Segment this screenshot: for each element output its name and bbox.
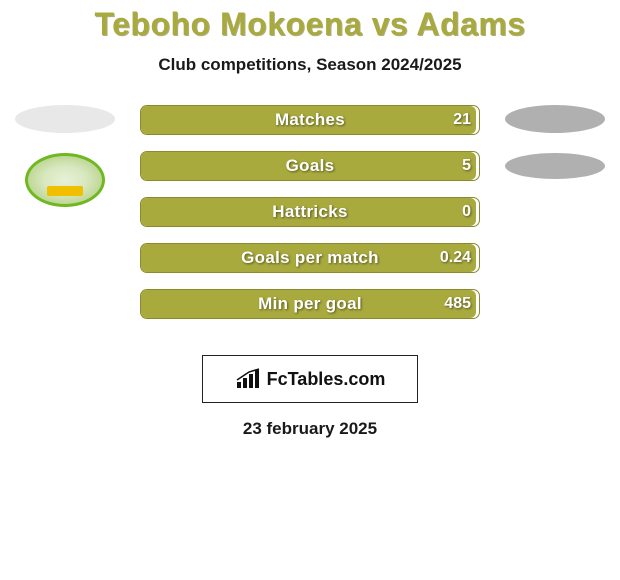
- stat-label: Min per goal: [141, 290, 479, 318]
- stat-row-min-per-goal: Min per goal 485: [140, 289, 480, 319]
- branding-link[interactable]: FcTables.com: [202, 355, 418, 403]
- subtitle: Club competitions, Season 2024/2025: [0, 55, 620, 75]
- player-right-column: [500, 105, 610, 179]
- bar-chart-icon: [235, 368, 261, 390]
- club-right-badge: [505, 153, 605, 179]
- page-title: Teboho Mokoena vs Adams: [0, 6, 620, 43]
- player-right-avatar: [505, 105, 605, 133]
- stat-row-goals-per-match: Goals per match 0.24: [140, 243, 480, 273]
- player-left-column: [10, 105, 120, 207]
- stat-label: Matches: [141, 106, 479, 134]
- stat-label: Goals per match: [141, 244, 479, 272]
- stat-row-matches: Matches 21: [140, 105, 480, 135]
- stat-left-value: 485: [444, 290, 471, 318]
- branding-row: FcTables.com: [0, 355, 620, 403]
- stat-left-value: 0: [462, 198, 471, 226]
- stat-bars: Matches 21 Goals 5 Hattricks 0 Goals per…: [140, 105, 480, 335]
- player-left-avatar: [15, 105, 115, 133]
- date-label: 23 february 2025: [0, 419, 620, 439]
- club-left-badge: [25, 153, 105, 207]
- stat-left-value: 5: [462, 152, 471, 180]
- stat-left-value: 0.24: [440, 244, 471, 272]
- stat-row-hattricks: Hattricks 0: [140, 197, 480, 227]
- branding-text: FcTables.com: [267, 369, 386, 390]
- chart-area: Matches 21 Goals 5 Hattricks 0 Goals per…: [0, 105, 620, 335]
- comparison-widget: Teboho Mokoena vs Adams Club competition…: [0, 0, 620, 439]
- stat-label: Hattricks: [141, 198, 479, 226]
- stat-label: Goals: [141, 152, 479, 180]
- stat-left-value: 21: [453, 106, 471, 134]
- stat-row-goals: Goals 5: [140, 151, 480, 181]
